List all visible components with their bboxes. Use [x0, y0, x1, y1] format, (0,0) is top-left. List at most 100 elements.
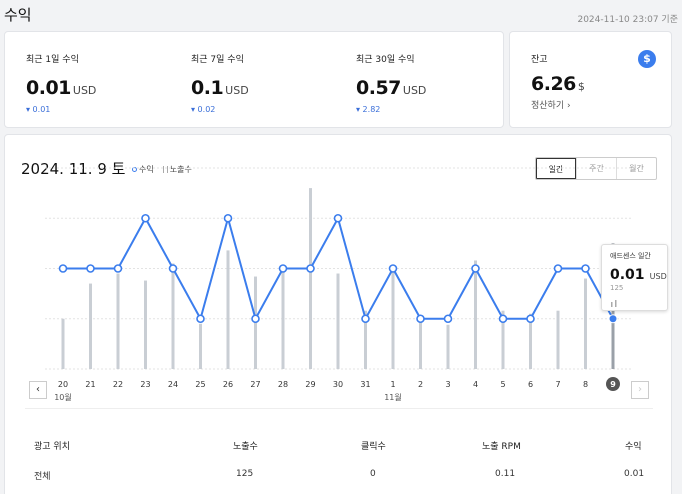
x-tick-label: 24: [168, 380, 178, 389]
col-revenue: 수익: [625, 442, 642, 452]
x-tick-label: 7: [555, 380, 560, 389]
col-impressions: 노출수: [233, 442, 258, 452]
legend-impressions: 노출수: [162, 164, 192, 175]
impression-bar: [61, 318, 65, 369]
tab-monthly[interactable]: 월간: [616, 158, 656, 179]
stat-unit: USD: [402, 84, 427, 97]
revenue-point: [58, 264, 68, 273]
x-tick-label: 29: [305, 380, 315, 389]
revenue-point: [141, 213, 150, 223]
chart-tooltip: 애드센스 일간 0.01 USD 125: [601, 244, 668, 311]
table-header: 광고 위치 노출수 클릭수 노출 RPM 수익: [25, 431, 655, 461]
impression-bar: [336, 273, 340, 369]
x-tick-label: 21: [85, 380, 95, 389]
revenue-point: [361, 314, 370, 324]
cell-rpm: 0.11: [495, 469, 516, 479]
page-title: 수익: [4, 6, 32, 24]
bar-icon: [611, 300, 617, 307]
chevron-right-icon[interactable]: ›: [631, 381, 649, 399]
balance-value: 6.26: [531, 73, 576, 95]
cell-impressions: 125: [236, 469, 254, 479]
divider: [25, 408, 653, 409]
revenue-point: [553, 264, 563, 273]
impression-bar: [446, 324, 450, 369]
revenue-point: [196, 314, 205, 324]
revenue-point: [86, 264, 95, 273]
x-tick-label: 3: [445, 380, 450, 389]
tooltip-value: 0.01: [610, 267, 645, 283]
dollar-icon[interactable]: $: [638, 50, 656, 68]
stat-label: 최근 30일 수익: [356, 55, 415, 65]
impression-bar: [226, 250, 230, 369]
impression-bar: [584, 278, 587, 369]
revenue-point: [526, 314, 535, 324]
x-tick-label: 31: [360, 380, 370, 389]
stat-delta: ▾ 0.02: [191, 105, 216, 114]
stat-label: 최근 1일 수익: [26, 55, 79, 65]
month-label: 11월: [384, 392, 402, 402]
x-tick-label: 4: [473, 380, 478, 389]
x-tick-label: 27: [250, 380, 260, 389]
x-tick-label: 22: [113, 380, 123, 389]
revenue-point: [223, 213, 233, 223]
chevron-left-icon[interactable]: ‹: [29, 381, 47, 399]
revenue-point: [471, 264, 480, 273]
stat-30day: 최근 30일 수익 0.57 USD ▾ 2.82: [356, 52, 426, 114]
x-tick-label: 30: [333, 380, 343, 389]
impression-bar: [529, 313, 532, 369]
x-tick-label-selected: 9: [610, 380, 616, 389]
tab-daily[interactable]: 일간: [536, 158, 576, 179]
col-rpm: 노출 RPM: [482, 442, 521, 452]
payout-link[interactable]: 정산하기 ›: [531, 101, 571, 111]
x-tick-label: 5: [500, 380, 505, 389]
tooltip-unit: USD: [649, 272, 667, 281]
stat-value: 0.57: [356, 77, 401, 99]
stat-unit: USD: [225, 84, 249, 97]
tab-weekly[interactable]: 주간: [576, 158, 616, 179]
impression-bar: [501, 310, 505, 369]
revenue-point: [278, 264, 288, 273]
impression-bar: [419, 320, 422, 369]
stat-label: 최근 7일 수익: [191, 55, 244, 65]
revenue-point: [306, 264, 315, 273]
impression-bar: [391, 270, 395, 369]
stat-value: 0.1: [191, 77, 224, 99]
revenue-table: 광고 위치 노출수 클릭수 노출 RPM 수익 전체 125 0 0.11 0.…: [25, 431, 655, 491]
impression-bar: [116, 273, 120, 369]
stat-unit: USD: [72, 84, 97, 97]
cell-revenue: 0.01: [624, 469, 645, 479]
impression-bar: [89, 283, 92, 369]
tooltip-impressions: 125: [610, 284, 624, 292]
x-tick-label: 23: [140, 380, 150, 389]
impression-bar: [144, 280, 147, 369]
revenue-point: [113, 264, 123, 273]
x-tick-label: 28: [278, 380, 288, 389]
cell-clicks: 0: [370, 469, 376, 479]
col-ad-position: 광고 위치: [34, 442, 70, 452]
x-tick-label: 25: [195, 380, 205, 389]
bar-icon: [162, 166, 168, 173]
revenue-point-selected: [608, 314, 618, 324]
revenue-point: [168, 264, 178, 273]
impression-bar: [474, 260, 477, 369]
balance-unit: $: [577, 80, 585, 93]
revenue-point: [581, 264, 590, 273]
chart-card: 2024. 11. 9 토 수익 노출수 일간 주간 월간 20 21 22 23 24…: [4, 134, 672, 494]
stat-1day: 최근 1일 수익 0.01 USD ▾ 0.01: [26, 52, 96, 114]
x-tick-label: 8: [583, 380, 588, 389]
period-toggle: 일간 주간 월간: [535, 157, 657, 180]
impression-bar: [171, 263, 175, 369]
revenue-point: [498, 314, 508, 324]
revenue-point: [416, 314, 425, 324]
summary-card: 최근 1일 수익 0.01 USD ▾ 0.01 최근 7일 수익 0.1 USD …: [4, 31, 504, 128]
revenue-point: [388, 264, 398, 273]
stat-value: 0.01: [26, 77, 71, 99]
x-tick-label: 26: [223, 380, 233, 389]
chart-date: 2024. 11. 9 토: [21, 160, 126, 178]
selected-day-marker: [606, 377, 620, 391]
impression-bar: [364, 310, 367, 369]
x-tick-label: 6: [528, 380, 533, 389]
impression-bar: [309, 188, 312, 369]
revenue-point: [443, 314, 453, 324]
x-tick-label: 20: [58, 380, 68, 389]
